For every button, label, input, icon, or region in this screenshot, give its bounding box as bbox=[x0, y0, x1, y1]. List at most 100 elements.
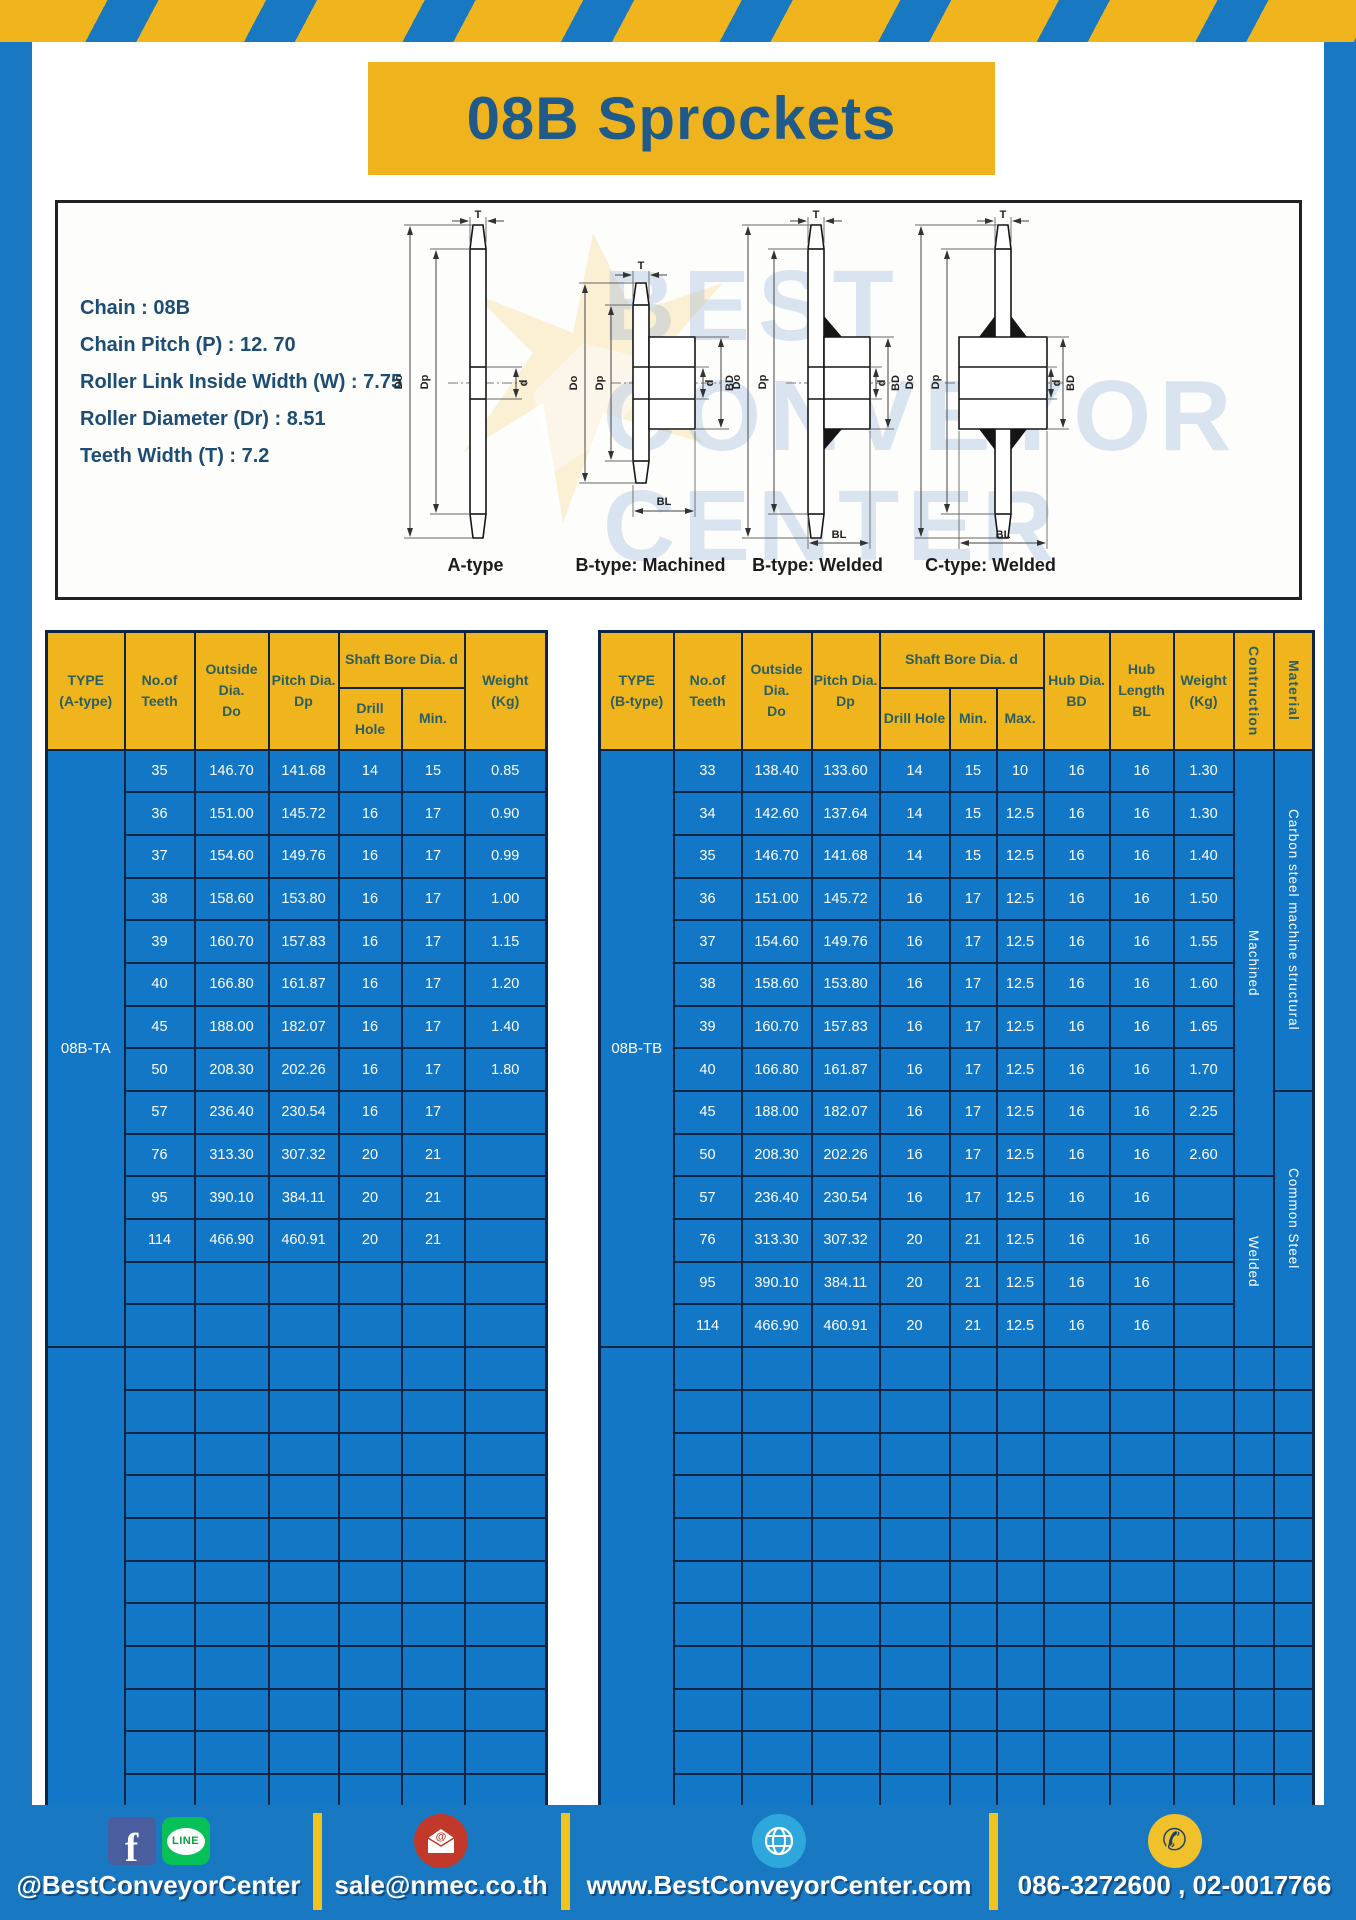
table-cell: 17 bbox=[948, 1047, 998, 1092]
table-cell: 16 bbox=[1108, 1132, 1175, 1178]
table-cell: 16 bbox=[337, 876, 403, 922]
table-cell-empty bbox=[672, 1516, 743, 1562]
table-cell bbox=[193, 1303, 270, 1349]
table-cell-empty bbox=[810, 1516, 881, 1562]
table-cell: 157.83 bbox=[267, 919, 340, 964]
table-cell-empty bbox=[995, 1346, 1045, 1391]
table-cell: 16 bbox=[337, 1047, 403, 1092]
table-cell-empty bbox=[810, 1388, 881, 1434]
table-cell bbox=[1172, 1175, 1235, 1221]
table-cell-empty bbox=[463, 1602, 548, 1647]
table-cell: 1.50 bbox=[1172, 876, 1235, 922]
table-cell: 17 bbox=[400, 961, 466, 1007]
table-cell bbox=[463, 1260, 548, 1306]
table-cell: 12.5 bbox=[995, 1218, 1045, 1263]
dim-label-bl: BL bbox=[657, 496, 672, 508]
table-cell: 153.80 bbox=[267, 876, 340, 922]
dim-label-do: Do bbox=[568, 375, 580, 390]
table-cell: 33 bbox=[672, 748, 743, 794]
table-cell-empty bbox=[740, 1644, 813, 1690]
table-cell-empty bbox=[463, 1730, 548, 1775]
table-cell-empty bbox=[193, 1346, 270, 1391]
table-cell-empty bbox=[463, 1687, 548, 1733]
dim-label-bd: BD bbox=[724, 375, 736, 391]
table-cell-empty bbox=[267, 1687, 340, 1733]
table-cell: 37 bbox=[123, 833, 196, 879]
table-cell bbox=[463, 1218, 548, 1263]
drawing-box: BEST CONVEYOR CENTER Chain : 08B Chain P… bbox=[55, 200, 1302, 600]
sprocket-table-b-type: TYPE (B-type) No.of Teeth Outside Dia. Do P… bbox=[598, 630, 1316, 1819]
table-cell: 16 bbox=[337, 791, 403, 836]
table-cell-empty bbox=[948, 1516, 998, 1562]
table-cell: 12.5 bbox=[995, 1004, 1045, 1050]
table-cell: 16 bbox=[1042, 1175, 1111, 1221]
table-cell: 307.32 bbox=[267, 1132, 340, 1178]
table-cell: 154.60 bbox=[193, 833, 270, 879]
table-cell: 12.5 bbox=[995, 1260, 1045, 1306]
table-cell-empty bbox=[1172, 1644, 1235, 1690]
table-cell: 145.72 bbox=[810, 876, 881, 922]
spec-roller-diameter: Roller Diameter (Dr) : 8.51 bbox=[80, 408, 326, 430]
table-cell: 16 bbox=[1042, 1047, 1111, 1092]
table-cell: 40 bbox=[672, 1047, 743, 1092]
table-cell: 114 bbox=[672, 1303, 743, 1349]
table-cell-empty bbox=[878, 1602, 951, 1647]
dim-label-d: d bbox=[1051, 380, 1063, 387]
watermark-line: CENTER bbox=[603, 470, 1063, 582]
table-cell-empty bbox=[1108, 1516, 1175, 1562]
table-cell-empty bbox=[123, 1730, 196, 1775]
table-cell: 34 bbox=[672, 791, 743, 836]
table-cell: 16 bbox=[878, 1004, 951, 1050]
table-cell-empty bbox=[400, 1602, 466, 1647]
table-cell-empty bbox=[948, 1431, 998, 1477]
table-cell-empty bbox=[337, 1730, 403, 1775]
table-cell: 16 bbox=[337, 1090, 403, 1135]
table-cell: 57 bbox=[123, 1090, 196, 1135]
table-cell: 16 bbox=[878, 876, 951, 922]
table-cell: 161.87 bbox=[267, 961, 340, 1007]
footer-social-label: @BestConveyorCenter bbox=[16, 1870, 301, 1900]
table-cell-empty bbox=[878, 1516, 951, 1562]
globe-icon bbox=[752, 1814, 806, 1868]
dim-label-bl: BL bbox=[996, 529, 1011, 541]
table-cell: 0.99 bbox=[463, 833, 548, 879]
table-cell-empty bbox=[810, 1559, 881, 1605]
material-cell: Carbon steel machine structural bbox=[1272, 748, 1315, 1092]
table-cell-empty bbox=[1042, 1388, 1111, 1434]
table-cell-empty bbox=[1108, 1644, 1175, 1690]
table-cell-empty bbox=[878, 1431, 951, 1477]
table-cell-empty bbox=[1172, 1388, 1235, 1434]
table-cell: 12.5 bbox=[995, 791, 1045, 836]
table-cell-empty bbox=[810, 1644, 881, 1690]
table-cell-empty bbox=[1042, 1474, 1111, 1519]
table-cell: 20 bbox=[878, 1303, 951, 1349]
table-cell bbox=[267, 1260, 340, 1306]
table-cell: 313.30 bbox=[740, 1218, 813, 1263]
table-cell-empty bbox=[1042, 1644, 1111, 1690]
table-cell-empty bbox=[1232, 1730, 1275, 1775]
table-cell: 12.5 bbox=[995, 876, 1045, 922]
diagram-label-c-welded: C-type: Welded bbox=[925, 555, 1056, 575]
dim-label-t: T bbox=[813, 209, 820, 221]
table-cell: 1.40 bbox=[463, 1004, 548, 1050]
table-cell-empty bbox=[995, 1730, 1045, 1775]
table-cell-empty bbox=[1272, 1346, 1315, 1391]
table-cell-empty bbox=[1272, 1644, 1315, 1690]
table-cell: 16 bbox=[337, 1004, 403, 1050]
table-cell: 16 bbox=[878, 919, 951, 964]
table-cell-empty bbox=[463, 1559, 548, 1605]
table-cell: 37 bbox=[672, 919, 743, 964]
spec-chain: Chain : 08B bbox=[80, 297, 191, 319]
table-cell: 0.90 bbox=[463, 791, 548, 836]
table-cell-empty bbox=[400, 1388, 466, 1434]
column-header: Max. bbox=[995, 686, 1045, 751]
diagram-c-type-welded: T Do Dp d BD BL bbox=[904, 209, 1077, 549]
table-cell-empty bbox=[1108, 1474, 1175, 1519]
table-cell: 138.40 bbox=[740, 748, 813, 794]
sprocket-table-a-type: TYPE (A-type) No.of Teeth Outside Dia. Do P… bbox=[45, 630, 549, 1819]
table-cell-empty bbox=[810, 1474, 881, 1519]
line-bubble-text: LINE bbox=[166, 1827, 205, 1855]
table-cell: 149.76 bbox=[810, 919, 881, 964]
table-cell-empty bbox=[193, 1687, 270, 1733]
table-cell: 16 bbox=[1108, 919, 1175, 964]
